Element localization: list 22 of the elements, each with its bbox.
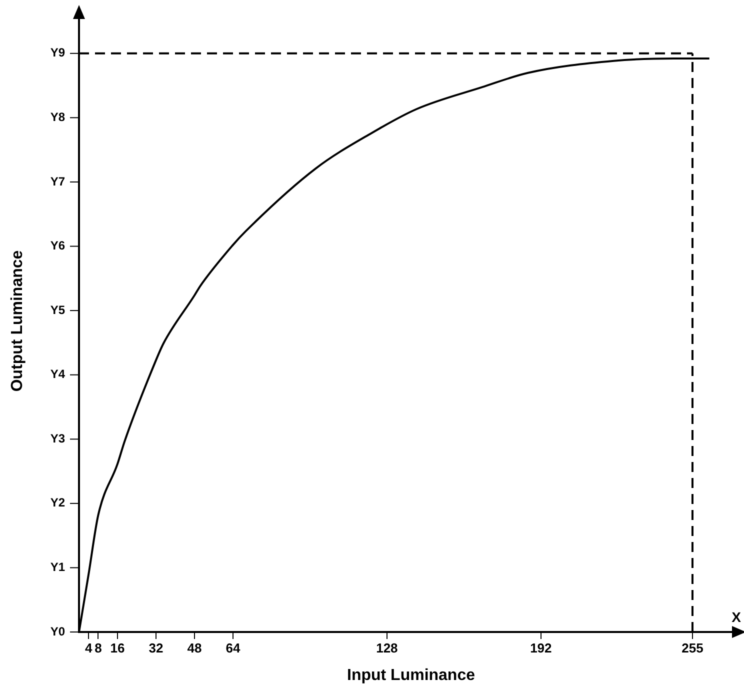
- x-tick-label: 192: [530, 640, 552, 656]
- annotation: X: [732, 609, 742, 625]
- text: Y3: [50, 431, 66, 446]
- x-tick-label: 48: [187, 640, 202, 656]
- text: Y8: [50, 110, 66, 124]
- y-axis-title: Output Luminance: [9, 250, 26, 392]
- text: Y4: [50, 367, 66, 382]
- text: Y1: [50, 560, 66, 574]
- x-tick-label: 128: [376, 640, 398, 656]
- text: Y2: [50, 496, 66, 510]
- x-tick-label: 32: [148, 640, 164, 656]
- x-tick-label: 64: [226, 640, 241, 656]
- x-tick-label: 4: [85, 640, 94, 656]
- text: Y6: [50, 238, 66, 253]
- text: Y7: [50, 174, 66, 188]
- text: Y9: [50, 46, 66, 60]
- text: Y0: [50, 624, 66, 638]
- x-tick-label: 8: [94, 640, 102, 656]
- x-tick-label: 16: [110, 640, 125, 656]
- x-tick-label: 255: [682, 640, 704, 656]
- x-axis-title: Input Luminance: [347, 666, 476, 684]
- text: Y5: [50, 302, 66, 317]
